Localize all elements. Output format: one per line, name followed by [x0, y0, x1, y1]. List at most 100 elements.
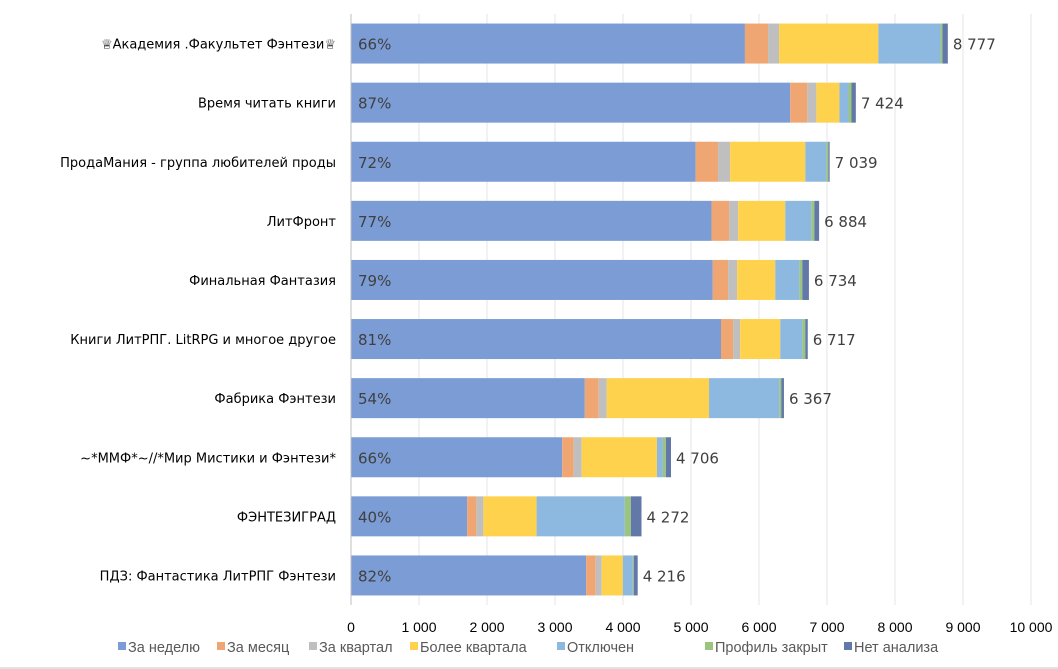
bar-row [351, 259, 809, 300]
bar-segment-4 [601, 555, 623, 596]
total-label: 4 216 [643, 567, 686, 585]
bar-segment-3 [598, 378, 607, 419]
bar-segment-6 [632, 555, 634, 596]
bar-segment-1 [351, 259, 713, 300]
bar-row [351, 437, 672, 478]
legend-item[interactable]: Профиль закрыт [705, 640, 828, 656]
total-labels: 8 777 7 424 7 039 6 884 6 734 6 717 6 367 4 706… [643, 36, 996, 586]
bar-row [351, 23, 948, 64]
bar-segment-2 [712, 259, 729, 300]
bar-segment-3 [573, 437, 582, 478]
bar-segment-6 [662, 437, 666, 478]
legend-item[interactable]: Отключен [557, 640, 634, 656]
x-tick-label: 8 000 [877, 619, 912, 635]
bar-segment-6 [940, 23, 943, 64]
legend-label: Отключен [567, 640, 634, 656]
legend-item[interactable]: Нет анализа [844, 640, 939, 656]
bar-segment-6 [826, 141, 829, 182]
bar-segment-6 [779, 378, 782, 419]
bar-segment-5 [775, 259, 800, 300]
category-label: ФЭНТЕЗИГРАД [237, 510, 336, 525]
category-label: Время читать книги [198, 97, 336, 112]
percent-label: 82% [358, 567, 391, 585]
bar-row [351, 496, 642, 537]
legend-swatch-icon [844, 642, 852, 650]
bar-segment-7 [781, 378, 784, 419]
legend-item[interactable]: За неделю [118, 640, 200, 656]
bar-row [351, 141, 830, 182]
percent-label: 72% [358, 154, 391, 172]
legend-swatch-icon [705, 642, 713, 650]
total-label: 4 272 [646, 508, 689, 526]
x-axis-tick-labels: 0 1 000 2 000 3 000 4 000 5 000 6 000 7 000 8 00… [347, 619, 1053, 635]
x-tick-label: 5 000 [673, 619, 708, 635]
total-label: 7 039 [835, 154, 878, 172]
total-label: 6 884 [824, 213, 867, 231]
bar-segment-5 [839, 82, 849, 123]
total-label: 7 424 [861, 95, 904, 113]
bar-segment-5 [536, 496, 625, 537]
percent-label: 66% [358, 36, 391, 54]
bar-segment-3 [718, 141, 731, 182]
bar-segment-5 [878, 23, 941, 64]
bars [351, 23, 948, 596]
bar-segment-2 [711, 200, 730, 241]
bar-segment-4 [730, 141, 806, 182]
bar-row [351, 319, 808, 360]
category-label: Фабрика Фэнтези [214, 392, 336, 407]
bar-segment-6 [802, 319, 806, 360]
legend-item[interactable]: За месяц [217, 640, 289, 656]
bar-segment-7 [851, 82, 856, 123]
category-labels: ♕Академия .Факультет Фэнтези♕ Время читат… [60, 38, 336, 585]
bar-segment-5 [805, 141, 827, 182]
category-label: ~*ММФ*~//*Мир Мистики и Фэнтези* [80, 451, 336, 466]
category-label: Книги ЛитРПГ. LitRPG и многое другое [70, 333, 336, 348]
bar-segment-2 [695, 141, 719, 182]
bar-segment-5 [780, 319, 803, 360]
bar-segment-1 [351, 200, 712, 241]
bar-segment-7 [814, 200, 820, 241]
bar-row [351, 378, 784, 419]
bar-segment-5 [709, 378, 780, 419]
legend-swatch-icon [309, 642, 317, 650]
bar-segment-5 [785, 200, 812, 241]
x-tick-label: 2 000 [469, 619, 504, 635]
x-tick-label: 3 000 [537, 619, 572, 635]
legend-label: За квартал [319, 640, 393, 656]
legend-label: Профиль закрыт [715, 640, 828, 656]
legend[interactable]: За неделю За месяц За квартал Более квартал… [118, 640, 939, 656]
bar-segment-1 [351, 82, 791, 123]
bar-segment-3 [728, 259, 738, 300]
bar-segment-1 [351, 555, 587, 596]
bar-segment-2 [586, 555, 596, 596]
x-tick-label: 6 000 [741, 619, 776, 635]
legend-item[interactable]: Более квартала [410, 640, 528, 656]
bar-segment-4 [737, 259, 776, 300]
legend-item[interactable]: За квартал [309, 640, 393, 656]
bar-segment-4 [816, 82, 840, 123]
bar-segment-7 [630, 496, 642, 537]
total-label: 6 717 [813, 331, 856, 349]
total-label: 6 367 [789, 390, 832, 408]
legend-label: За месяц [227, 640, 289, 656]
bar-segment-4 [738, 200, 786, 241]
legend-swatch-icon [410, 642, 418, 650]
percent-label: 40% [358, 508, 391, 526]
bar-segment-3 [768, 23, 780, 64]
bar-segment-4 [740, 319, 781, 360]
bar-segment-1 [351, 141, 696, 182]
bar-row [351, 200, 820, 241]
bar-segment-5 [656, 437, 663, 478]
total-label: 8 777 [953, 36, 996, 54]
bar-segment-7 [828, 141, 830, 182]
bar-segment-6 [848, 82, 852, 123]
category-label: ПродаМания - группа любителей проды [60, 156, 336, 171]
bar-segment-1 [351, 496, 468, 537]
bar-segment-7 [805, 319, 808, 360]
x-tick-label: 0 [347, 619, 355, 635]
percent-label: 77% [358, 213, 391, 231]
bar-segment-3 [807, 82, 817, 123]
bar-segment-7 [665, 437, 672, 478]
bar-segment-7 [633, 555, 638, 596]
